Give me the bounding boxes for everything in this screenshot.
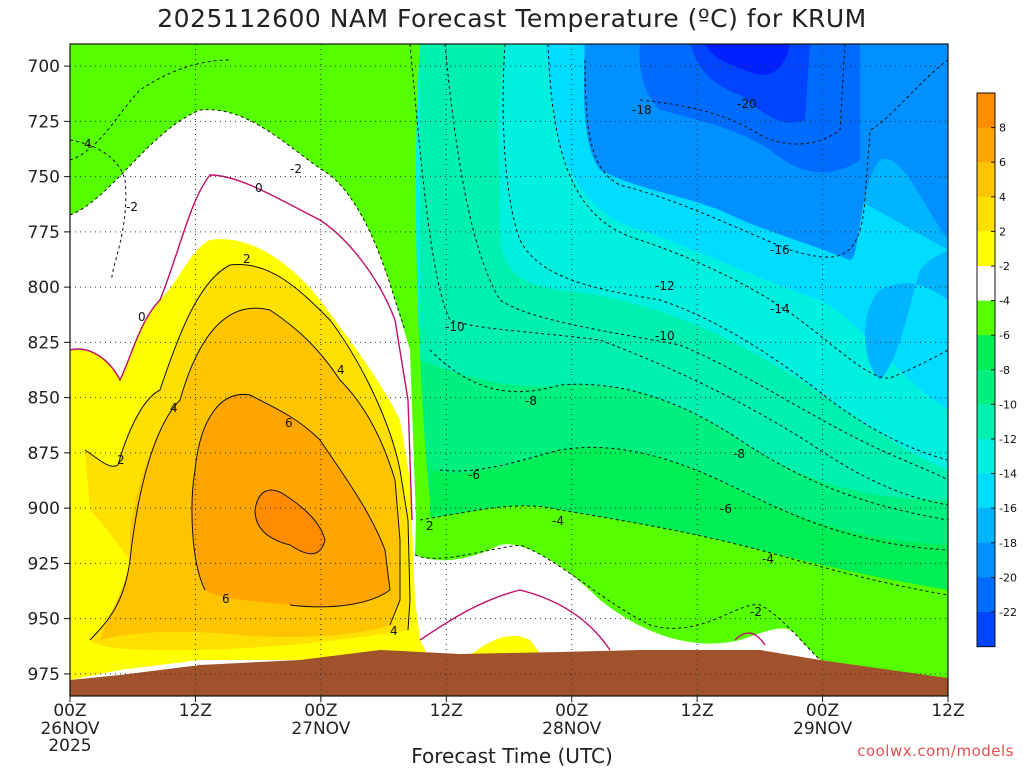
x-tick-label: 00Z — [53, 701, 86, 721]
contour-label: 0 — [255, 181, 263, 195]
colorbar-swatch — [977, 439, 995, 475]
y-tick-label: 900 — [28, 499, 60, 519]
contour-label: -8 — [733, 447, 745, 461]
colorbar-swatch — [977, 473, 995, 509]
colorbar-label: 4 — [999, 191, 1006, 204]
colorbar-swatch — [977, 542, 995, 578]
contour-label: -6 — [468, 468, 480, 482]
x-tick-label: 12Z — [430, 701, 463, 721]
x-tick-label: 12Z — [931, 701, 964, 721]
x-tick-sublabel: 29NOV — [793, 719, 852, 739]
contour-label: -20 — [737, 97, 757, 111]
x-tick-sublabel: 2025 — [48, 736, 91, 756]
contour-label: -16 — [770, 243, 790, 257]
contour-label: -10 — [445, 320, 465, 334]
y-tick-label: 975 — [28, 665, 60, 685]
chart-title: 2025112600 NAM Forecast Temperature (ºC)… — [157, 4, 867, 33]
colorbar-swatch — [977, 577, 995, 613]
contour-label: 6 — [222, 592, 230, 606]
x-tick-sublabel: 27NOV — [291, 719, 350, 739]
contour-label: 4 — [170, 401, 178, 415]
colorbar-label: 6 — [999, 156, 1006, 169]
colorbar-label: 8 — [999, 122, 1006, 135]
contour-label: 2 — [117, 453, 125, 467]
colorbar-swatch — [977, 369, 995, 405]
x-tick-label: 00Z — [304, 701, 337, 721]
contour-label: 0 — [138, 310, 146, 324]
y-axis: 700 725 750 775 800 825 850 875 900 925 950 975 — [28, 57, 70, 685]
contour-label: -2 — [290, 162, 302, 176]
contour-label: 4 — [84, 137, 92, 151]
contour-label: -2 — [750, 605, 762, 619]
plot-area — [70, 44, 948, 696]
x-tick-label: 00Z — [806, 701, 839, 721]
contour-label: -14 — [770, 302, 790, 316]
contour-label: 6 — [285, 416, 293, 430]
y-tick-label: 925 — [28, 554, 60, 574]
colorbar-label: -4 — [999, 295, 1010, 308]
x-tick-label: 00Z — [555, 701, 588, 721]
y-tick-label: 825 — [28, 333, 60, 353]
colorbar-swatch — [977, 335, 995, 371]
contour-label: -10 — [655, 329, 675, 343]
colorbar-swatch — [977, 300, 995, 336]
contour-label: 2 — [243, 252, 251, 266]
x-tick-label: 12Z — [681, 701, 714, 721]
contour-label: -4 — [552, 514, 564, 528]
colorbar-swatch — [977, 196, 995, 232]
colorbar-swatch — [977, 612, 995, 648]
contour-label: -2 — [126, 200, 138, 214]
colorbar-swatch — [977, 93, 995, 129]
contour-label: -12 — [655, 279, 675, 293]
credit-text: coolwx.com/models — [857, 742, 1014, 760]
colorbar-swatch — [977, 231, 995, 267]
colorbar-label: -18 — [999, 537, 1017, 550]
contour-label: -6 — [720, 502, 732, 516]
colorbar-swatch — [977, 162, 995, 198]
colorbar-label: -16 — [999, 502, 1017, 515]
colorbar-label: -22 — [999, 606, 1017, 619]
colorbar-label: -8 — [999, 364, 1010, 377]
colorbar-label: -20 — [999, 571, 1017, 584]
contour-label: -18 — [632, 103, 652, 117]
y-tick-label: 775 — [28, 223, 60, 243]
y-tick-label: 725 — [28, 112, 60, 132]
x-axis-label: Forecast Time (UTC) — [411, 744, 613, 768]
colorbar-label: -6 — [999, 329, 1010, 342]
contour-label: -4 — [762, 552, 774, 566]
y-tick-label: 875 — [28, 444, 60, 464]
colorbar-label: -14 — [999, 468, 1017, 481]
colorbar-label: -10 — [999, 398, 1017, 411]
y-tick-label: 700 — [28, 57, 60, 77]
colorbar-label: 2 — [999, 225, 1006, 238]
contour-label: -8 — [525, 394, 537, 408]
y-tick-label: 750 — [28, 168, 60, 188]
x-tick-sublabel: 26NOV — [40, 719, 99, 739]
colorbar-swatch — [977, 127, 995, 163]
grid-lines — [70, 44, 948, 696]
contour-label: 4 — [390, 624, 398, 638]
colorbar-label: -2 — [999, 260, 1010, 273]
colorbar-label: -12 — [999, 433, 1017, 446]
contour-labels: -20 -18 -16 -14 -12 -10 -10 -8 -8 -6 -6 … — [84, 97, 790, 638]
colorbar-swatch — [977, 266, 995, 302]
y-tick-label: 800 — [28, 278, 60, 298]
x-tick-sublabel: 28NOV — [542, 719, 601, 739]
plot-frame — [69, 43, 949, 697]
colorbar-swatch — [977, 404, 995, 440]
colorbar: 8 6 4 2 -2 -4 -6 -8 -10 -12 -14 -16 -18 -20 -22 — [976, 92, 1017, 648]
colorbar-swatch — [977, 508, 995, 544]
y-tick-label: 850 — [28, 389, 60, 409]
contour-label: 4 — [337, 363, 345, 377]
contour-label: 2 — [426, 519, 434, 533]
x-tick-label: 12Z — [179, 701, 212, 721]
y-tick-label: 950 — [28, 610, 60, 630]
